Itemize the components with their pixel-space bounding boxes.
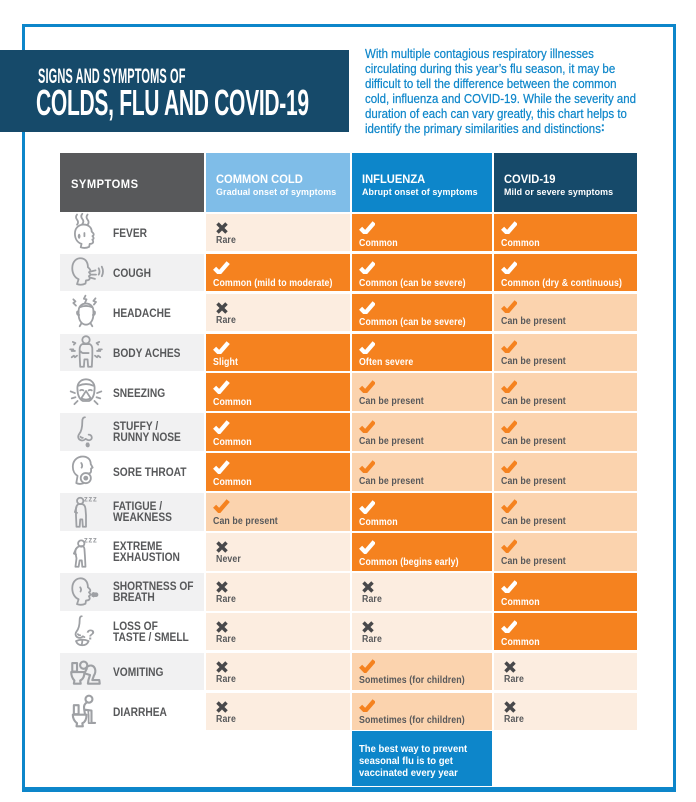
svg-text:?: ? bbox=[86, 628, 95, 644]
svg-text:zzz: zzz bbox=[84, 494, 97, 503]
svg-text:zzz: zzz bbox=[84, 535, 97, 544]
